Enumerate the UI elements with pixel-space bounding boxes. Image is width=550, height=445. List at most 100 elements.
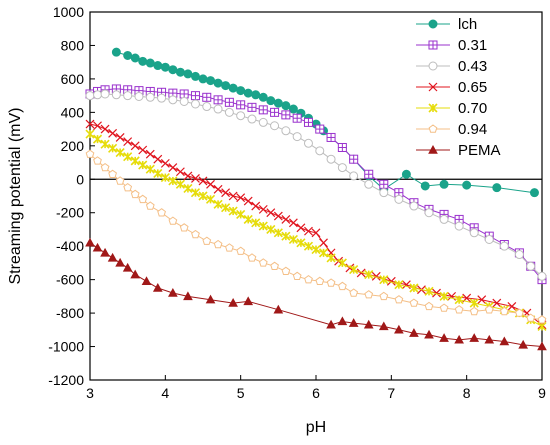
- data-point: [518, 339, 529, 349]
- legend-item: PEMA: [416, 142, 501, 159]
- data-point: [394, 194, 404, 204]
- data-point: [326, 278, 336, 287]
- data-point: [526, 313, 536, 322]
- data-point: [168, 176, 178, 186]
- data-point: [337, 163, 347, 173]
- legend-item: 0.31: [416, 37, 487, 54]
- data-point: [100, 247, 110, 257]
- data-point: [202, 92, 212, 102]
- data-point: [175, 67, 185, 77]
- data-point: [100, 162, 110, 172]
- data-point: [394, 295, 404, 304]
- data-point: [266, 224, 276, 235]
- data-point: [202, 236, 212, 245]
- data-point: [183, 69, 193, 79]
- data-point: [454, 305, 464, 314]
- data-point: [175, 167, 185, 177]
- data-point: [108, 169, 117, 178]
- data-point: [168, 163, 178, 172]
- legend-item: lch: [416, 16, 477, 33]
- data-point: [266, 208, 276, 218]
- y-tick-label: -400: [56, 238, 84, 254]
- data-point: [424, 301, 434, 311]
- data-point: [409, 328, 419, 337]
- data-point: [303, 117, 313, 127]
- y-tick-label: 400: [61, 104, 85, 120]
- data-point: [243, 88, 253, 98]
- data-point: [420, 181, 430, 191]
- data-point: [288, 218, 298, 228]
- data-point: [206, 179, 215, 189]
- data-point: [424, 286, 434, 296]
- data-point: [123, 91, 133, 101]
- data-point: [292, 271, 302, 280]
- data-point: [190, 99, 200, 109]
- data-point: [160, 158, 170, 168]
- data-point: [168, 216, 178, 225]
- data-point: [115, 257, 125, 267]
- data-point: [160, 62, 170, 72]
- data-point: [537, 321, 547, 332]
- data-point: [273, 304, 284, 314]
- data-point: [469, 228, 479, 238]
- data-point: [432, 288, 441, 298]
- data-point: [492, 183, 502, 193]
- data-point: [224, 97, 234, 107]
- data-point: [191, 229, 200, 239]
- data-point: [270, 107, 280, 117]
- y-tick-label: 0: [76, 171, 84, 187]
- data-point: [160, 173, 170, 183]
- data-point: [198, 191, 208, 201]
- data-point: [338, 281, 347, 291]
- data-point: [469, 333, 480, 342]
- legend-label: 0.43: [458, 58, 487, 75]
- legend-item: 0.94: [416, 121, 487, 138]
- data-point: [288, 234, 298, 245]
- data-point: [93, 156, 102, 165]
- legend-label: 0.31: [458, 37, 487, 54]
- data-point: [152, 282, 163, 292]
- data-point: [141, 276, 152, 286]
- data-point: [281, 231, 291, 241]
- series-line: [89, 153, 543, 321]
- data-point: [122, 262, 133, 272]
- y-tick-label: 200: [61, 138, 85, 154]
- data-point: [179, 96, 189, 106]
- data-point: [258, 117, 268, 127]
- data-point: [454, 334, 464, 344]
- data-point: [251, 90, 261, 100]
- data-point: [175, 179, 185, 189]
- data-point: [469, 298, 479, 308]
- x-tick-label: 5: [237, 385, 245, 401]
- data-point: [221, 81, 231, 91]
- axis-ticks: 3 4 5 6 7 8 9 -1200 -1000 -800 -600 -400 -200 0 200 400…: [48, 4, 546, 401]
- series-3: [85, 119, 547, 330]
- data-point: [507, 301, 517, 311]
- series-6: [85, 237, 547, 351]
- data-point: [138, 56, 148, 66]
- legend-item: 0.65: [416, 79, 487, 96]
- data-point: [349, 154, 359, 164]
- data-point: [537, 271, 547, 281]
- data-point: [153, 154, 163, 164]
- series-4: [85, 129, 547, 332]
- data-point: [409, 298, 419, 307]
- x-tick-label: 3: [86, 385, 94, 401]
- data-point: [111, 90, 121, 100]
- data-point: [515, 308, 524, 317]
- data-point: [303, 138, 313, 148]
- data-point: [130, 156, 140, 166]
- data-point: [93, 90, 103, 100]
- data-point: [190, 188, 201, 198]
- data-point: [85, 119, 95, 129]
- data-point: [281, 266, 291, 275]
- data-point: [115, 147, 125, 158]
- data-point: [364, 169, 374, 179]
- data-point: [326, 319, 336, 329]
- y-tick-label: -1000: [48, 339, 84, 355]
- data-point: [454, 221, 464, 231]
- data-point: [183, 171, 193, 181]
- data-point: [484, 234, 494, 244]
- data-point: [428, 82, 438, 92]
- data-point: [130, 141, 140, 151]
